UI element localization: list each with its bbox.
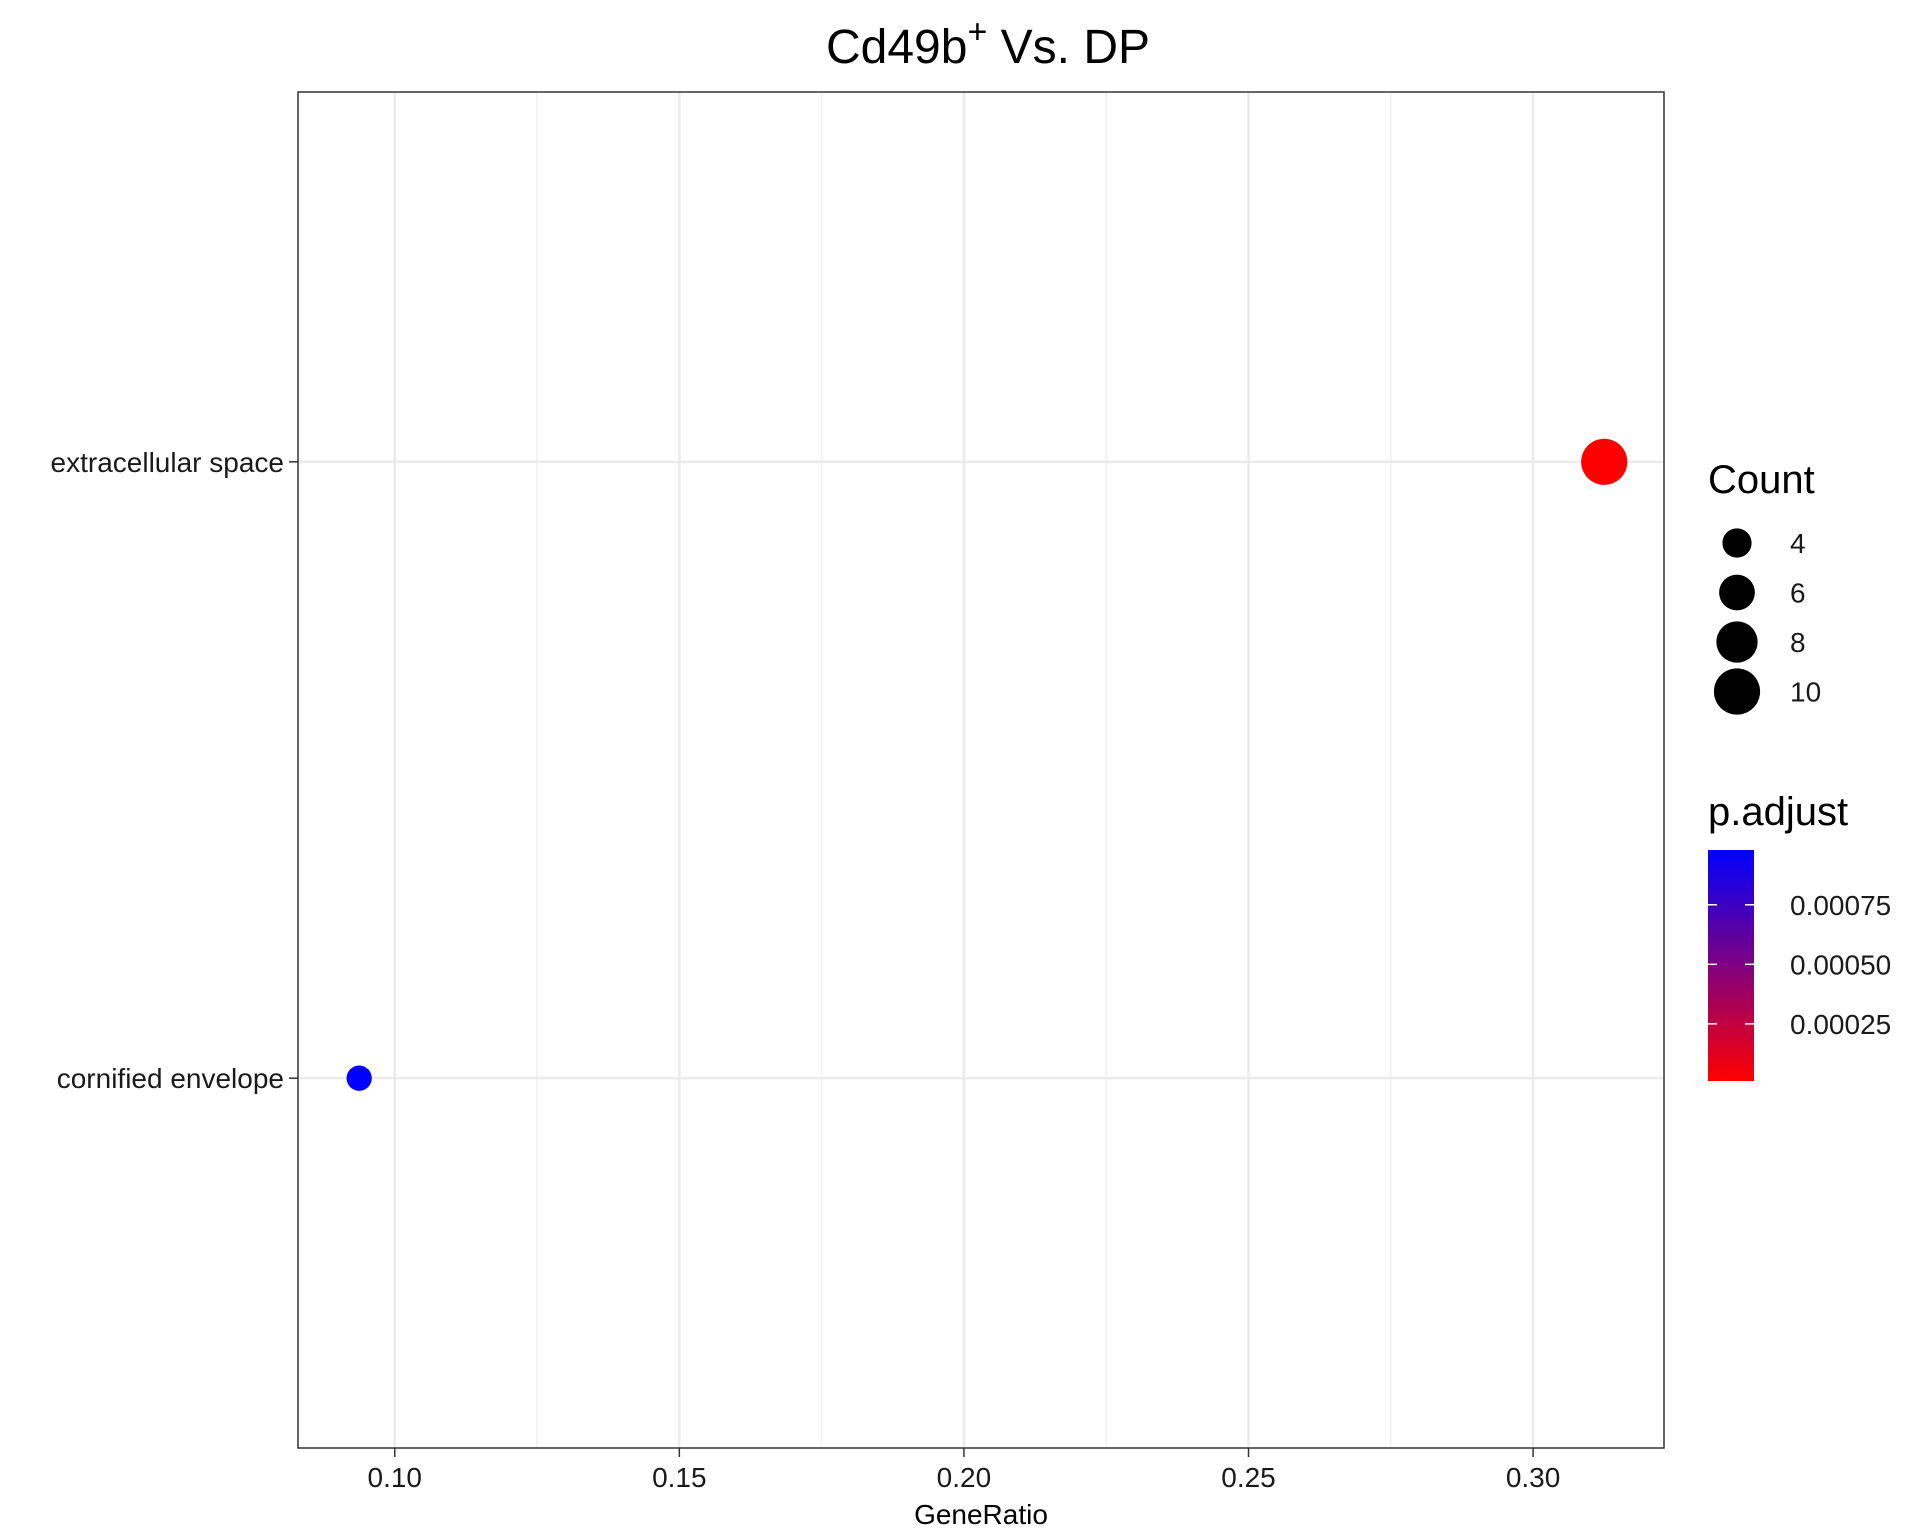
grid-major xyxy=(298,92,1664,1448)
color-legend-label: 0.00025 xyxy=(1790,1009,1891,1040)
plot-panel xyxy=(297,91,1665,1449)
size-legend-label: 10 xyxy=(1790,677,1821,708)
size-legend-label: 4 xyxy=(1790,528,1806,559)
color-bar xyxy=(1708,850,1754,1081)
color-legend-label: 0.00050 xyxy=(1790,949,1891,980)
y-tick-label: cornified envelope xyxy=(57,1063,284,1094)
color-legend: p.adjust 0.00075 0.00050 0.00025 xyxy=(1708,790,1891,1081)
x-axis-title: GeneRatio xyxy=(914,1499,1048,1530)
color-legend-label: 0.00075 xyxy=(1790,890,1891,921)
size-legend-key xyxy=(1722,528,1752,558)
size-legend-title: Count xyxy=(1708,458,1815,502)
size-legend-label: 6 xyxy=(1790,578,1806,609)
y-axis: extracellular space cornified envelope xyxy=(51,447,298,1094)
chart-title-suffix: Vs. DP xyxy=(987,21,1150,74)
size-legend-keys: 4 6 8 10 xyxy=(1713,528,1821,715)
size-legend-key xyxy=(1713,668,1761,715)
size-legend-key xyxy=(1719,574,1755,611)
x-tick-label: 0.15 xyxy=(652,1462,707,1493)
chart-title: Cd49b+ Vs. DP xyxy=(826,13,1150,74)
plot-background xyxy=(298,92,1664,1448)
color-legend-title: p.adjust xyxy=(1708,790,1848,834)
data-point xyxy=(1581,438,1628,485)
x-tick-label: 0.30 xyxy=(1506,1462,1561,1493)
x-axis: 0.10 0.15 0.20 0.25 0.30 xyxy=(368,1448,1561,1493)
x-tick-label: 0.20 xyxy=(937,1462,992,1493)
y-tick-label: extracellular space xyxy=(51,447,284,478)
size-legend-label: 8 xyxy=(1790,627,1806,658)
color-legend-ticks: 0.00075 0.00050 0.00025 xyxy=(1708,890,1891,1040)
x-tick-label: 0.25 xyxy=(1221,1462,1276,1493)
size-legend-key xyxy=(1716,621,1758,663)
size-legend: Count 4 6 8 10 xyxy=(1708,458,1821,715)
plot-border xyxy=(297,91,1665,1449)
x-tick-label: 0.10 xyxy=(368,1462,423,1493)
grid-minor xyxy=(536,92,1392,1448)
data-points xyxy=(346,438,1628,1091)
data-point xyxy=(346,1065,372,1091)
chart-title-superscript: + xyxy=(967,13,987,51)
